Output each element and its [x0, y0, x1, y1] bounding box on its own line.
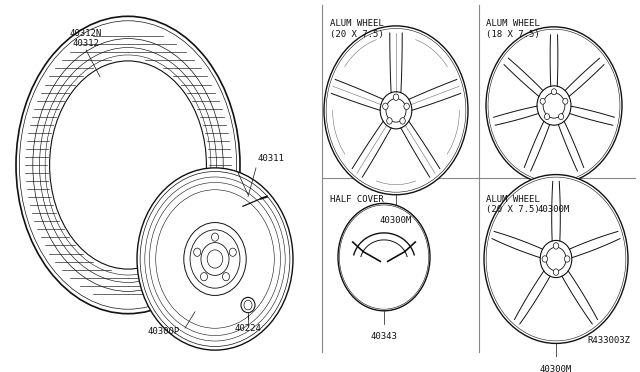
Text: 40300P: 40300P	[148, 327, 180, 336]
Ellipse shape	[50, 61, 206, 269]
Ellipse shape	[404, 103, 410, 109]
Ellipse shape	[380, 92, 412, 129]
Ellipse shape	[229, 248, 236, 256]
Ellipse shape	[393, 94, 399, 100]
Ellipse shape	[552, 89, 557, 95]
Ellipse shape	[194, 248, 201, 256]
Ellipse shape	[137, 168, 293, 350]
Ellipse shape	[543, 93, 565, 118]
Text: (18 X 7.5): (18 X 7.5)	[486, 30, 540, 39]
Ellipse shape	[324, 26, 468, 195]
Ellipse shape	[190, 230, 240, 288]
Text: 40300M: 40300M	[380, 216, 412, 225]
Text: HALF COVER: HALF COVER	[330, 195, 384, 204]
Ellipse shape	[387, 118, 392, 124]
Ellipse shape	[559, 114, 564, 120]
Ellipse shape	[201, 243, 229, 275]
Text: 40312N: 40312N	[70, 29, 102, 38]
Text: ALUM WHEEL: ALUM WHEEL	[486, 195, 540, 204]
Text: 40343: 40343	[371, 332, 397, 341]
Ellipse shape	[540, 240, 572, 278]
Text: ALUM WHEEL: ALUM WHEEL	[330, 19, 384, 28]
Ellipse shape	[540, 98, 545, 104]
Text: (20 X 7.5): (20 X 7.5)	[486, 205, 540, 214]
Ellipse shape	[386, 99, 406, 122]
Text: 40224: 40224	[235, 324, 261, 333]
Text: (20 X 7.5): (20 X 7.5)	[330, 30, 384, 39]
Ellipse shape	[545, 114, 550, 120]
Ellipse shape	[546, 247, 566, 271]
Ellipse shape	[553, 243, 559, 249]
Text: 40300M: 40300M	[538, 205, 570, 214]
Ellipse shape	[486, 27, 622, 184]
Ellipse shape	[383, 103, 388, 109]
Ellipse shape	[400, 118, 405, 124]
Text: 40312: 40312	[72, 39, 99, 48]
Ellipse shape	[537, 86, 571, 125]
Ellipse shape	[564, 256, 570, 262]
Ellipse shape	[484, 174, 628, 343]
Ellipse shape	[200, 273, 207, 281]
Ellipse shape	[184, 222, 246, 295]
Text: ALUM WHEEL: ALUM WHEEL	[486, 19, 540, 28]
Text: R433003Z: R433003Z	[587, 336, 630, 345]
Text: 40311: 40311	[258, 154, 285, 163]
Ellipse shape	[211, 233, 218, 241]
Ellipse shape	[207, 250, 223, 268]
Ellipse shape	[244, 300, 252, 310]
Ellipse shape	[563, 98, 568, 104]
Ellipse shape	[241, 297, 255, 313]
Ellipse shape	[338, 203, 430, 311]
Text: 40300M: 40300M	[540, 365, 572, 372]
Ellipse shape	[553, 269, 559, 275]
Ellipse shape	[542, 256, 548, 262]
Ellipse shape	[223, 273, 230, 281]
